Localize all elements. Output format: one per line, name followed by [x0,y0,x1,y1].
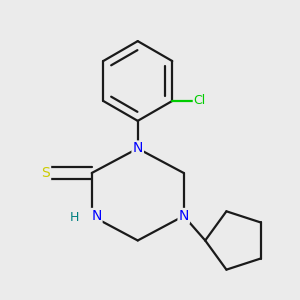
Text: S: S [41,166,50,180]
Text: Cl: Cl [194,94,206,107]
Text: N: N [133,142,143,155]
Text: H: H [70,211,80,224]
Text: N: N [91,209,101,223]
Text: N: N [178,209,189,223]
